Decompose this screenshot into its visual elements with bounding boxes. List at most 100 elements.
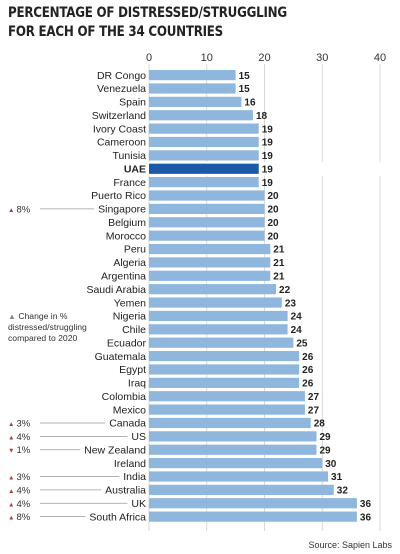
triangle-up-icon: ▲ bbox=[8, 515, 14, 522]
value-label: 32 bbox=[337, 486, 349, 497]
bar bbox=[149, 391, 305, 402]
bar bbox=[149, 136, 259, 148]
category-label: UAE bbox=[124, 163, 146, 175]
triangle-up-icon: ▲ bbox=[8, 421, 14, 428]
value-label: 19 bbox=[262, 138, 274, 149]
triangle-up-icon: ▲ bbox=[8, 207, 14, 214]
category-label: Chile bbox=[122, 324, 146, 336]
bar bbox=[149, 257, 271, 268]
value-label: 27 bbox=[308, 392, 320, 403]
bar bbox=[149, 364, 300, 375]
category-label: Switzerland bbox=[92, 110, 146, 122]
value-label: 27 bbox=[308, 405, 320, 416]
value-label: 30 bbox=[325, 459, 337, 470]
category-label: Morocco bbox=[106, 230, 146, 242]
category-label: Iraq bbox=[128, 378, 146, 390]
x-axis-ticks: 0 10 20 30 40 bbox=[146, 52, 386, 64]
chart-title-line-1: PERCENTAGE OF DISTRESSED/STRUGGLING bbox=[8, 5, 287, 21]
bar bbox=[149, 511, 357, 522]
value-label: 15 bbox=[239, 71, 251, 82]
triangle-up-icon: ▲ bbox=[8, 475, 14, 482]
category-label: Ireland bbox=[114, 458, 146, 470]
bar bbox=[149, 284, 277, 295]
change-value: 4% bbox=[16, 499, 30, 510]
bar bbox=[149, 350, 300, 362]
source-credit: Source: Sapien Labs bbox=[308, 540, 392, 550]
category-label: France bbox=[113, 177, 146, 189]
x-tick-label: 30 bbox=[316, 52, 328, 64]
value-label: 20 bbox=[268, 205, 280, 216]
x-tick-label: 40 bbox=[374, 52, 386, 64]
value-label: 36 bbox=[360, 499, 372, 510]
category-label: Australia bbox=[105, 485, 146, 497]
bar bbox=[149, 297, 282, 308]
change-annotations: ▲ 8%▲ 3%▲ 4%▼ 1%▲ 3%▲ 4%▲ 4%▲ 8% bbox=[8, 204, 128, 523]
category-label: DR Congo bbox=[97, 70, 146, 82]
category-label: Venezuela bbox=[97, 83, 146, 95]
bar bbox=[149, 243, 271, 255]
change-annotation: ▲ 4% bbox=[8, 499, 31, 510]
category-label: Argentina bbox=[101, 271, 146, 283]
change-annotation: ▲ 8% bbox=[8, 512, 31, 523]
value-label: 15 bbox=[239, 84, 251, 95]
change-value: 8% bbox=[16, 512, 30, 523]
change-annotation: ▲ 4% bbox=[8, 432, 31, 443]
change-value: 4% bbox=[16, 485, 30, 496]
bar bbox=[149, 83, 236, 94]
category-label: New Zealand bbox=[84, 444, 146, 456]
change-note: ▲ Change in % distressed/struggling comp… bbox=[8, 311, 87, 344]
bars bbox=[0, 70, 400, 522]
value-label: 16 bbox=[244, 98, 256, 109]
value-label: 23 bbox=[285, 298, 297, 309]
triangle-down-icon: ▼ bbox=[8, 448, 14, 455]
category-label: Colombia bbox=[102, 391, 147, 403]
chart-title-line-2: FOR EACH OF THE 34 COUNTRIES bbox=[8, 24, 223, 40]
change-annotation: ▲ 4% bbox=[8, 485, 31, 496]
bar bbox=[149, 96, 242, 107]
category-label: Guatemala bbox=[95, 351, 147, 363]
change-value: 3% bbox=[16, 472, 30, 483]
value-label: 21 bbox=[273, 258, 285, 269]
bar bbox=[149, 458, 323, 469]
category-label: Singapore bbox=[98, 204, 146, 216]
note-line-3: compared to 2020 bbox=[8, 333, 78, 343]
bar bbox=[149, 217, 265, 228]
value-label: 26 bbox=[302, 352, 314, 363]
triangle-up-icon: ▲ bbox=[8, 434, 14, 441]
value-label: 36 bbox=[360, 512, 372, 523]
category-label: US bbox=[131, 431, 146, 443]
note-line-2: distressed/struggling bbox=[8, 322, 87, 332]
value-label: 29 bbox=[319, 445, 331, 456]
value-label: 20 bbox=[268, 231, 280, 242]
category-label: Yemen bbox=[114, 297, 146, 309]
value-label: 21 bbox=[273, 272, 285, 283]
value-label: 29 bbox=[319, 432, 331, 443]
triangle-up-icon: ▲ bbox=[8, 312, 16, 321]
change-value: 1% bbox=[16, 445, 30, 456]
triangle-up-icon: ▲ bbox=[8, 488, 14, 495]
x-tick-label: 0 bbox=[146, 52, 152, 64]
change-value: 8% bbox=[16, 204, 30, 215]
bar bbox=[149, 498, 357, 509]
bar bbox=[149, 404, 305, 415]
value-label: 20 bbox=[268, 191, 280, 202]
triangle-up-icon: ▲ bbox=[8, 501, 14, 508]
bar bbox=[149, 150, 259, 161]
bar bbox=[149, 324, 288, 335]
value-label: 25 bbox=[296, 338, 308, 349]
bar bbox=[149, 110, 253, 121]
bar bbox=[149, 444, 317, 455]
category-label: South Africa bbox=[89, 511, 146, 523]
category-label: Nigeria bbox=[113, 311, 146, 323]
bar bbox=[149, 190, 265, 201]
value-label: 22 bbox=[279, 285, 291, 296]
category-label: Belgium bbox=[108, 217, 146, 229]
category-label: Peru bbox=[124, 244, 146, 256]
category-label: Tunisia bbox=[113, 150, 147, 162]
bar bbox=[149, 270, 271, 281]
bar bbox=[149, 417, 311, 429]
bar bbox=[149, 337, 294, 348]
